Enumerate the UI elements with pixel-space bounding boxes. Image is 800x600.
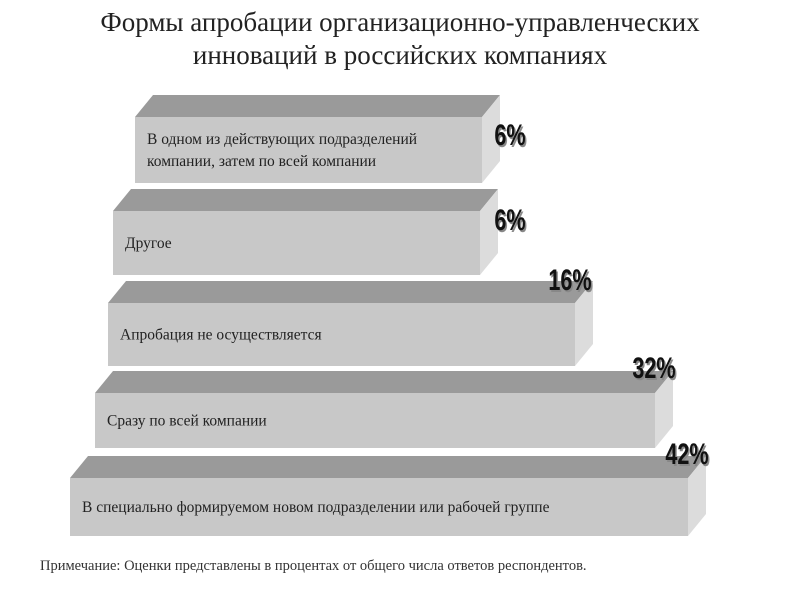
category-label: компании, затем по всей компании	[147, 153, 376, 170]
bar	[70, 478, 688, 536]
bar-side-face	[688, 456, 706, 536]
bar-side-face	[482, 95, 500, 183]
category-label: В одном из действующих подразделений	[147, 131, 417, 148]
category-label: Апробация не осуществляется	[120, 327, 322, 344]
category-label: Сразу по всей компании	[107, 413, 267, 430]
bar-side-face	[480, 189, 498, 275]
chart-title: Формы апробации организационно-управленч…	[0, 6, 800, 72]
category-label: В специально формируемом новом подраздел…	[82, 499, 550, 516]
bar-top-face	[108, 281, 593, 303]
bar	[113, 211, 480, 275]
chart-title-line: Формы апробации организационно-управленч…	[100, 7, 700, 37]
chart-title-line: инноваций в российских компаниях	[192, 40, 608, 70]
bar	[108, 303, 575, 366]
bar-top-face	[95, 371, 673, 393]
bar-top-face	[135, 95, 500, 117]
data-label: 42%	[665, 436, 708, 470]
bar	[135, 117, 482, 183]
bar-top-face	[113, 189, 498, 211]
bar-side-face	[655, 371, 673, 448]
chart-note: Примечание: Оценки представлены в процен…	[40, 558, 587, 574]
bar-side-face	[575, 281, 593, 366]
data-label: 6%	[494, 202, 525, 236]
bar-top-face	[70, 456, 706, 478]
data-label: 6%	[494, 117, 525, 151]
data-label: 16%	[548, 262, 591, 296]
category-label: Другое	[125, 235, 172, 252]
data-label: 32%	[632, 350, 675, 384]
bar	[95, 393, 655, 448]
